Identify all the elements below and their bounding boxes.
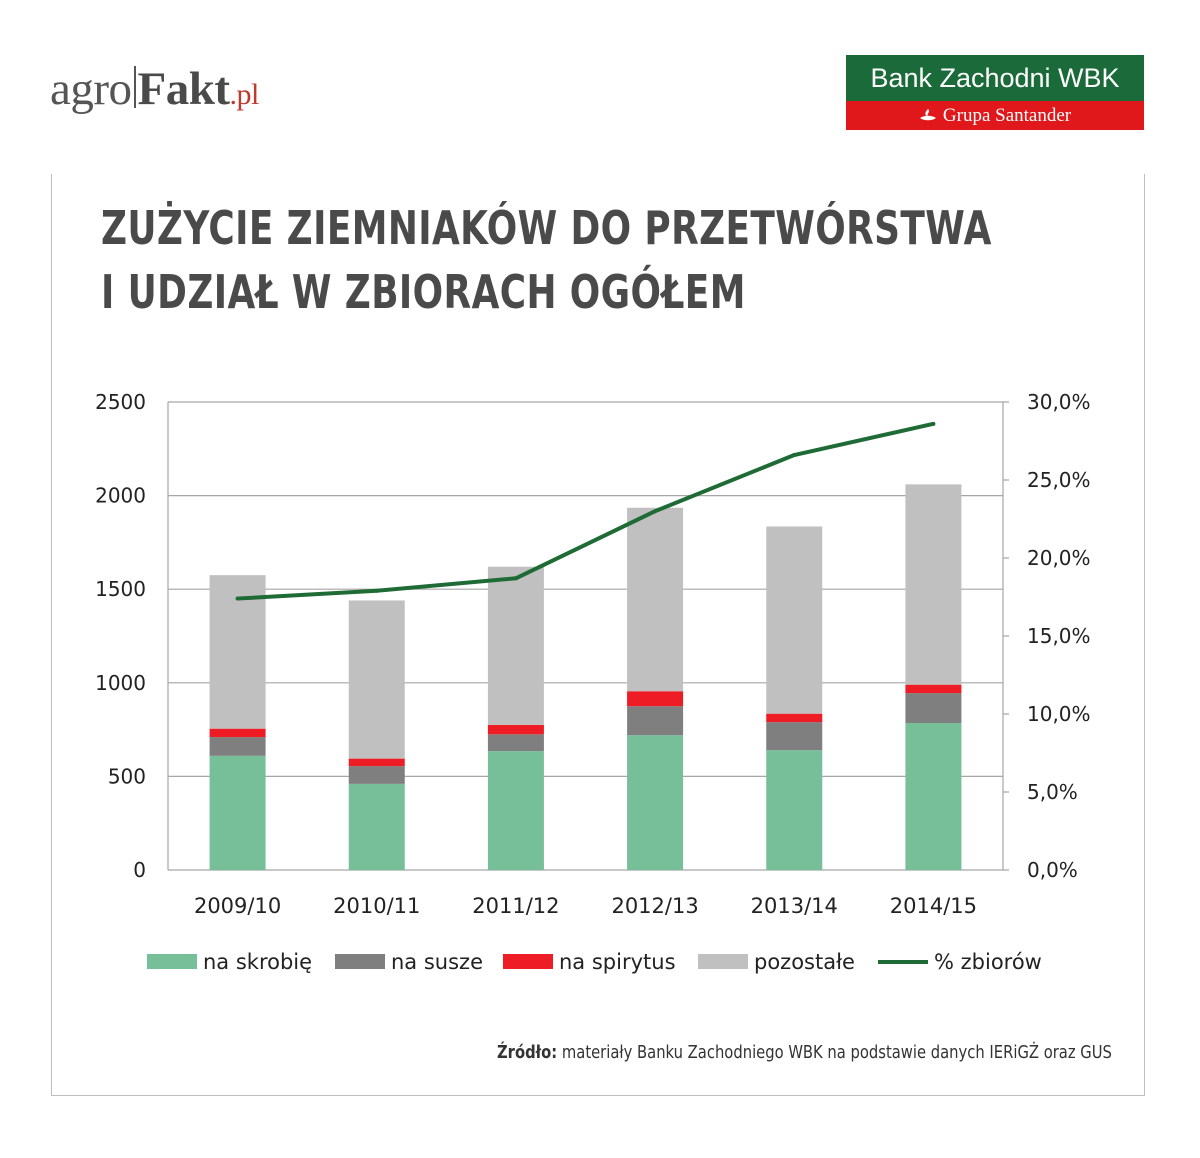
y-right-tick-label: 15,0% [1027, 624, 1091, 648]
bar-segment-pozostale [348, 600, 405, 759]
bar-segment-pozostale [905, 484, 962, 685]
line-point [374, 588, 379, 593]
y-left-tick-label: 2000 [95, 484, 146, 508]
bank-name: Bank Zachodni WBK [846, 55, 1144, 101]
bar-segment-susze [905, 693, 962, 724]
y-left-tick-label: 1000 [95, 671, 146, 695]
source-label: Źródło: [497, 1042, 558, 1063]
y-right-tick-label: 30,0% [1027, 390, 1091, 414]
bar-segment-susze [487, 734, 544, 752]
bar-segment-spirytus [905, 684, 962, 694]
chart-title: ZUŻYCIE ZIEMNIAKÓW DO PRZETWÓRSTWA I UDZ… [101, 196, 992, 324]
y-right-tick-label: 10,0% [1027, 702, 1091, 726]
bar-segment-pozostale [627, 507, 684, 692]
legend-spirytus-swatch [503, 954, 553, 969]
y-left-tick-label: 0 [133, 858, 146, 882]
source-note: Źródło: materiały Banku Zachodniego WBK … [497, 1042, 1112, 1063]
x-tick-label: 2014/15 [890, 894, 977, 918]
x-tick-label: 2011/12 [472, 894, 559, 918]
line-point [653, 509, 658, 514]
y-left-tick-label: 2500 [95, 390, 146, 414]
agrofakt-logo: agro Fakt.pl [50, 63, 259, 115]
legend-susze-label: na susze [391, 950, 483, 974]
y-right-tick-label: 20,0% [1027, 546, 1091, 570]
chart-frame [51, 174, 1145, 1096]
bank-group: Grupa Santander [846, 101, 1144, 130]
bar-segment-spirytus [209, 728, 266, 738]
line-point [513, 576, 518, 581]
y-left-tick-label: 500 [108, 764, 146, 788]
bar-segment-susze [627, 706, 684, 736]
bank-group-text: Grupa Santander [942, 105, 1072, 126]
bar-segment-susze [209, 737, 266, 756]
bar-segment-pozostale [487, 566, 544, 725]
bank-logo: Bank Zachodni WBK Grupa Santander [846, 55, 1144, 130]
legend-pozostale-label: pozostałe [754, 950, 855, 974]
bar-segment-susze [348, 766, 405, 784]
x-tick-label: 2010/11 [333, 894, 420, 918]
y-right-tick-label: 0,0% [1027, 858, 1078, 882]
chart-title-line2: I UDZIAŁ W ZBIORACH OGÓŁEM [101, 265, 746, 319]
x-tick-label: 2009/10 [194, 894, 281, 918]
y-right-tick-label: 25,0% [1027, 468, 1091, 492]
bar-segment-skrobia [487, 751, 544, 870]
bar-segment-pozostale [766, 526, 823, 714]
legend-pozostale-swatch [698, 954, 748, 969]
chart-title-line1: ZUŻYCIE ZIEMNIAKÓW DO PRZETWÓRSTWA [101, 201, 992, 255]
source-text: materiały Banku Zachodniego WBK na podst… [557, 1042, 1112, 1063]
line-series-zbiorow [237, 421, 934, 601]
legend-skrobia-label: na skrobię [203, 950, 312, 974]
bar-segment-spirytus [487, 724, 544, 735]
legend-spirytus-label: na spirytus [559, 950, 676, 974]
bar-segment-skrobia [905, 723, 962, 870]
bar-segment-susze [766, 722, 823, 751]
line-point [235, 596, 240, 601]
x-tick-label: 2012/13 [611, 894, 698, 918]
santander-flame-icon [919, 109, 936, 121]
legend-susze-swatch [335, 954, 385, 969]
bar-segment-skrobia [766, 750, 823, 870]
legend-zbiorow-label: % zbiorów [934, 950, 1042, 974]
bar-segment-spirytus [627, 691, 684, 707]
y-left-tick-label: 1500 [95, 577, 146, 601]
bar-segment-spirytus [766, 713, 823, 723]
bar-segment-skrobia [348, 783, 405, 870]
line-point [792, 453, 797, 458]
bar-segment-spirytus [348, 758, 405, 767]
legend-skrobia-swatch [147, 954, 197, 969]
x-tick-label: 2013/14 [751, 894, 838, 918]
line-point [931, 421, 936, 426]
bar-segment-pozostale [209, 575, 266, 729]
y-right-tick-label: 5,0% [1027, 780, 1078, 804]
bar-segment-skrobia [627, 735, 684, 870]
bar-segment-skrobia [209, 755, 266, 870]
